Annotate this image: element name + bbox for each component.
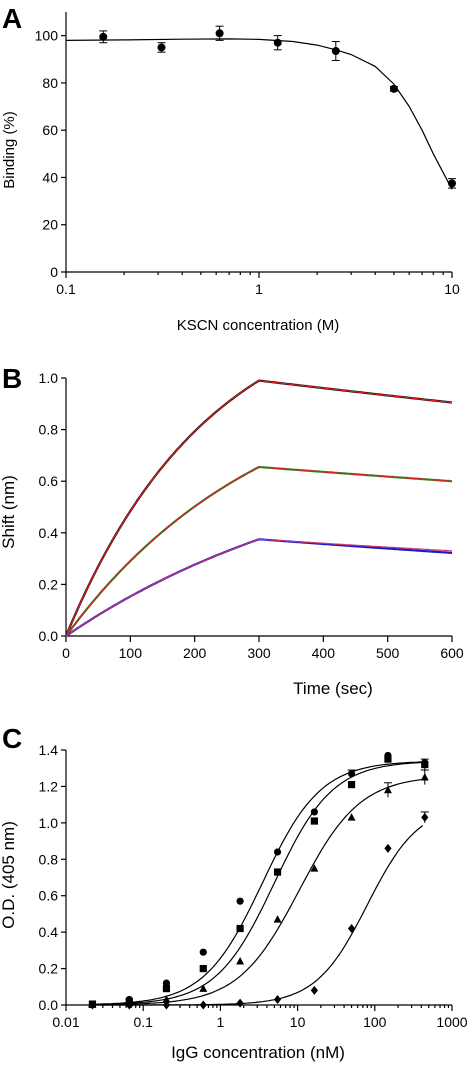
panel-c-fit-curve	[89, 761, 423, 1005]
panel-c-data-point-square	[347, 781, 356, 789]
panel-c-data-point-triangle	[199, 984, 208, 992]
panel-letter-b: B	[2, 363, 22, 394]
panel-a-chart: 0 20 40 60 80 100 0.1 1 10	[35, 12, 460, 297]
panel-a-data-point	[215, 29, 224, 38]
panel-a-data-point	[273, 38, 282, 47]
panel-letter-a: A	[2, 3, 22, 34]
panel-c-ylabel: O.D. (405 nm)	[0, 821, 18, 929]
panel-c-fit-curve	[89, 778, 423, 1006]
panel-c-data-point-diamond	[199, 1000, 207, 1010]
panel-c-data-point-diamond	[273, 995, 282, 1005]
panel-c-data-point-square	[273, 868, 282, 876]
panel-a-ytick-label: 80	[42, 75, 58, 91]
panel-b-fit-line	[65, 466, 453, 637]
panel-b-chart: 0.0 0.2 0.4 0.6 0.8 1.0 0 100 200 300 400 500 600	[39, 370, 464, 661]
panel-c-data-point-diamond	[310, 985, 318, 995]
panel-c-data-point-triangle	[347, 813, 356, 821]
panel-a-xtick-label: 0.1	[56, 281, 76, 297]
panel-c-data-point-diamond	[347, 924, 356, 933]
panel-c-data-point-circle	[199, 948, 207, 956]
panel-c-data-point-triangle	[310, 864, 319, 872]
panel-c-xtick-label: 10	[290, 1014, 306, 1030]
panel-b-xtick-label: 200	[183, 645, 207, 661]
panel-b-xlabel: Time (sec)	[293, 679, 373, 698]
panel-b-xtick-label: 600	[440, 645, 464, 661]
panel-c-xtick-label: 1000	[436, 1014, 467, 1030]
panel-a-xtick-label: 10	[444, 281, 460, 297]
panel-c-ytick-label: 1.2	[39, 778, 59, 794]
panel-c-chart: 0.0 0.2 0.4 0.6 0.8 1.0 1.2 1.4 0.01 0.1 1 10 100 100…	[39, 742, 468, 1030]
panel-b-ytick-label: 0.0	[39, 628, 59, 644]
panel-c-data-point-square	[162, 985, 171, 993]
panel-c-ytick-label: 0.8	[39, 851, 59, 867]
panel-b-xtick-label: 500	[376, 645, 400, 661]
panel-c-data-point-diamond	[236, 998, 244, 1008]
panel-c-ytick-label: 0.2	[39, 961, 59, 977]
panel-c-data-point-triangle	[273, 915, 282, 923]
panel-a-fit-curve	[65, 38, 453, 190]
panel-a-data-point	[99, 32, 108, 41]
panel-b-ytick-label: 0.8	[39, 422, 59, 438]
panel-b-series-line	[65, 538, 453, 637]
panel-b-xtick-label: 100	[119, 645, 143, 661]
panel-c-data-point-square	[236, 924, 244, 933]
panel-b-series-line	[65, 465, 453, 637]
panel-c-xtick-label: 100	[363, 1014, 387, 1030]
panel-b-ylabel: Shift (nm)	[0, 475, 18, 549]
panel-c-data-point-triangle	[236, 956, 245, 965]
panel-c-data-point-diamond	[125, 1000, 133, 1010]
panel-c-data-point-diamond	[88, 1000, 97, 1010]
panel-a-ytick-label: 40	[42, 169, 58, 185]
panel-b-ytick-label: 0.6	[39, 473, 59, 489]
panel-c-data-point-triangle	[162, 995, 171, 1003]
panel-b-fit-line	[65, 379, 453, 637]
panel-a-data-point	[157, 43, 166, 52]
panel-b-ytick-label: 1.0	[39, 370, 59, 386]
panel-a-ytick-label: 20	[42, 217, 58, 233]
panel-b-xtick-label: 300	[247, 645, 271, 661]
panel-c-fit-curve	[89, 825, 424, 1006]
panel-b-series-line	[64, 379, 453, 637]
panel-c-data-point-square	[384, 755, 392, 763]
panel-c-xlabel: IgG concentration (nM)	[171, 1043, 345, 1062]
panel-a-xtick-label: 1	[255, 281, 263, 297]
panel-c-xtick-label: 0.1	[133, 1014, 153, 1030]
panel-c-ytick-label: 0.0	[39, 997, 59, 1013]
panel-a-xlabel: KSCN concentration (M)	[177, 317, 340, 334]
panel-c-data-point-diamond	[384, 843, 392, 853]
panel-c-data-point-diamond	[162, 1000, 171, 1010]
panel-a-data-point	[448, 179, 456, 188]
panel-b-xtick-label: 400	[312, 645, 336, 661]
panel-c-data-point-square	[199, 964, 207, 973]
panel-letter-c: C	[2, 723, 22, 754]
panel-c-ytick-label: 0.6	[39, 888, 59, 904]
panel-b-xtick-label: 0	[62, 645, 70, 661]
panel-c-ytick-label: 1.4	[39, 742, 59, 758]
panel-c-ytick-label: 1.0	[39, 815, 59, 831]
panel-a-ytick-label: 60	[42, 122, 58, 138]
panel-c-data-point-circle	[236, 897, 244, 905]
panel-b-fit-line	[65, 538, 453, 637]
panel-c-data-point-circle	[162, 979, 171, 987]
panel-a-ytick-label: 0	[50, 264, 58, 280]
panel-a-data-point	[389, 84, 398, 93]
panel-c-data-point-circle	[273, 848, 282, 856]
panel-c-xtick-label: 0.01	[52, 1014, 79, 1030]
panel-a-ytick-label: 100	[35, 28, 59, 44]
panel-a-data-point	[331, 47, 340, 55]
panel-b-ytick-label: 0.2	[39, 576, 59, 592]
panel-b-ytick-label: 0.4	[39, 525, 59, 541]
panel-c-xtick-label: 1	[217, 1014, 225, 1030]
panel-c-ytick-label: 0.4	[39, 924, 59, 940]
panel-c-fit-curve	[89, 761, 423, 1006]
panel-a-ylabel: Binding (%)	[1, 111, 18, 189]
panel-c-data-point-square	[310, 817, 318, 825]
